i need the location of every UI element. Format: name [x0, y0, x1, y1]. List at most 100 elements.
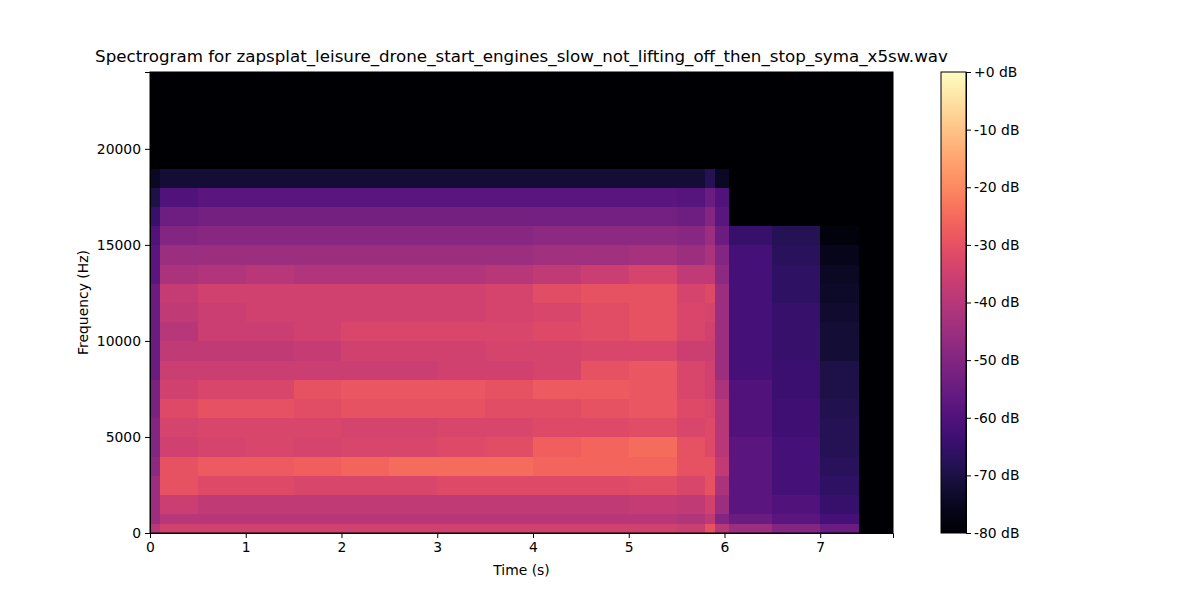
cell — [715, 245, 730, 265]
cell — [729, 206, 773, 226]
plot-frame — [150, 72, 893, 533]
cell — [581, 379, 629, 399]
cell — [160, 283, 199, 303]
cell — [341, 72, 389, 169]
cell — [581, 168, 629, 188]
cell — [820, 226, 859, 246]
cell — [772, 303, 820, 323]
tick: 4 — [529, 533, 538, 555]
tick-mark — [145, 533, 150, 534]
cell — [150, 226, 160, 246]
cell — [437, 322, 485, 342]
cell — [772, 168, 820, 188]
cell — [198, 379, 246, 399]
cell — [198, 341, 246, 361]
cell — [629, 187, 677, 207]
cell — [729, 514, 773, 524]
cell — [581, 475, 629, 495]
cell — [485, 456, 533, 476]
cell — [581, 495, 629, 515]
cell — [533, 514, 581, 524]
cell — [715, 72, 730, 169]
cell — [629, 72, 677, 169]
cell — [437, 514, 485, 524]
cell — [150, 341, 160, 361]
cell — [198, 418, 246, 438]
cell — [859, 72, 893, 169]
cell — [389, 283, 437, 303]
cell — [715, 264, 730, 284]
cell — [820, 379, 859, 399]
cell — [294, 360, 342, 380]
cell — [294, 456, 342, 476]
cell — [677, 283, 706, 303]
cell — [246, 303, 294, 323]
cell — [198, 226, 246, 246]
cell — [437, 418, 485, 438]
cell — [629, 168, 677, 188]
cell — [150, 245, 160, 265]
cell — [198, 399, 246, 419]
cell — [705, 245, 715, 265]
x-axis: 01234567 — [146, 533, 893, 555]
cell — [705, 206, 715, 226]
cell — [389, 226, 437, 246]
cell — [772, 226, 820, 246]
cell — [772, 523, 820, 533]
cell — [581, 437, 629, 457]
cell — [629, 245, 677, 265]
cell — [294, 168, 342, 188]
cell — [629, 264, 677, 284]
cell — [485, 399, 533, 419]
cell — [150, 379, 160, 399]
cell — [677, 437, 706, 457]
cell — [160, 341, 199, 361]
cell — [485, 245, 533, 265]
cell — [705, 514, 715, 524]
cell — [715, 456, 730, 476]
cell — [150, 283, 160, 303]
cell — [705, 283, 715, 303]
tick-mark — [966, 418, 971, 419]
cell — [294, 523, 342, 533]
cell — [150, 187, 160, 207]
cell — [820, 341, 859, 361]
cell — [715, 303, 730, 323]
cell — [677, 206, 706, 226]
cell — [820, 360, 859, 380]
cell — [294, 495, 342, 515]
tick: -40 dB — [966, 294, 1019, 310]
cell — [341, 514, 389, 524]
cell — [437, 226, 485, 246]
cell — [629, 341, 677, 361]
cell — [485, 341, 533, 361]
cell — [820, 72, 859, 169]
cell — [705, 379, 715, 399]
cell — [705, 341, 715, 361]
tick-label: 7 — [816, 539, 825, 555]
cell — [198, 264, 246, 284]
tick: 0 — [146, 533, 155, 555]
cell — [715, 495, 730, 515]
cell — [341, 341, 389, 361]
cell — [437, 303, 485, 323]
cell — [820, 437, 859, 457]
tick-mark — [966, 475, 971, 476]
cell — [581, 322, 629, 342]
cell — [150, 475, 160, 495]
cell — [389, 187, 437, 207]
cell — [772, 379, 820, 399]
cell — [533, 418, 581, 438]
cell — [160, 399, 199, 419]
cell — [485, 437, 533, 457]
cell — [389, 456, 437, 476]
cell — [820, 418, 859, 438]
cell — [533, 206, 581, 226]
cell — [150, 456, 160, 476]
cell — [150, 168, 160, 188]
cell — [729, 303, 773, 323]
cell — [294, 379, 342, 399]
cell — [677, 475, 706, 495]
cell — [772, 72, 820, 169]
cell — [246, 206, 294, 226]
